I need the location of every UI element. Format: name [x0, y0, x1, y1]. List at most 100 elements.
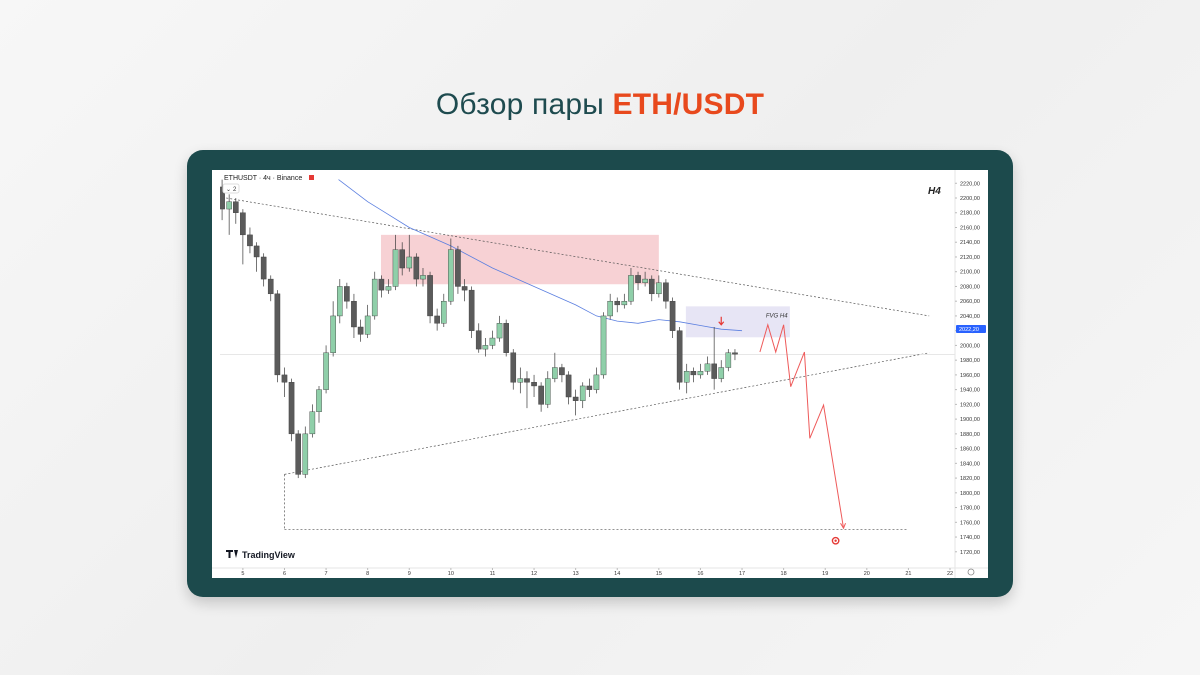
candle-body	[621, 300, 628, 306]
x-tick-label: 15	[656, 571, 662, 577]
candle-body	[220, 186, 225, 210]
y-tick-label: 1940,00	[960, 388, 980, 394]
x-tick-label: 9	[408, 571, 411, 577]
candle-body	[336, 286, 343, 317]
title-highlight: ETH/USDT	[612, 88, 765, 121]
indicator-caret: ⌄	[226, 187, 231, 193]
candle-body	[565, 374, 572, 398]
y-tick-label: 1720,00	[960, 550, 980, 556]
candle-body	[247, 234, 253, 247]
candle-body	[440, 300, 447, 324]
candle-body	[697, 371, 704, 376]
candle-body	[399, 249, 405, 269]
x-tick-label: 11	[490, 571, 496, 577]
x-tick-label: 7	[325, 571, 328, 577]
candle-body	[503, 323, 509, 353]
x-tick-label: 18	[781, 571, 787, 577]
candle-body	[648, 278, 655, 295]
y-tick-label: 1980,00	[960, 358, 980, 364]
candle-body	[302, 433, 309, 475]
candle-body	[517, 378, 524, 383]
candle-body	[559, 367, 565, 376]
candle-body	[295, 433, 302, 475]
chart: FVG H4 ETHUSDT · 4ч · Binance ⌄ 2 H4 Tra…	[212, 170, 988, 578]
candle-body	[240, 212, 246, 236]
projection-path	[759, 322, 845, 529]
signal-arrow	[718, 316, 725, 326]
candle-body	[524, 378, 530, 383]
trendline	[284, 352, 930, 475]
price-tag	[956, 325, 986, 334]
y-tick-label: 2080,00	[960, 284, 980, 290]
candle-body	[572, 396, 579, 401]
candle-body	[413, 256, 420, 280]
x-tick-label: 13	[573, 571, 579, 577]
candle-body	[683, 371, 690, 383]
candle-body	[434, 315, 440, 324]
y-tick-label: 2100,00	[960, 270, 980, 276]
candle-body	[614, 300, 621, 306]
zone-label: FVG H4	[766, 313, 788, 319]
y-tick-label: 2160,00	[960, 225, 980, 231]
y-tick-label: 1800,00	[960, 491, 980, 497]
candle-body	[579, 385, 586, 401]
y-tick-label: 1760,00	[960, 520, 980, 526]
candle-body	[385, 286, 392, 291]
candle-body	[226, 201, 232, 210]
candle-body	[330, 315, 336, 353]
price-tag-label: 2022,20	[959, 327, 979, 333]
candle-body	[260, 256, 267, 280]
candle-body	[351, 300, 357, 328]
candle-body	[489, 337, 496, 346]
tv-logo	[226, 550, 238, 558]
x-tick-label: 22	[947, 571, 953, 577]
target-dot	[834, 539, 837, 542]
x-tick-label: 14	[614, 571, 620, 577]
candle-body	[357, 326, 364, 335]
candle-body	[253, 245, 260, 258]
x-tick-label: 16	[697, 571, 703, 577]
x-tick-label: 21	[905, 571, 911, 577]
y-tick-label: 2200,00	[960, 196, 980, 202]
y-tick-label: 1740,00	[960, 535, 980, 541]
candle-body	[586, 385, 593, 390]
x-tick-label: 5	[241, 571, 244, 577]
candle-body	[635, 275, 641, 283]
page-title: Обзор пары ETH/USDT	[0, 88, 1200, 122]
x-tick-label: 12	[531, 571, 537, 577]
candle-body	[676, 330, 683, 383]
projection-arrowhead	[840, 522, 846, 530]
candle-body	[600, 315, 607, 376]
zone	[685, 306, 790, 338]
y-tick-label: 1960,00	[960, 373, 980, 379]
watermark: TradingView	[242, 550, 296, 560]
symbol-title: ETHUSDT · 4ч · Binance	[224, 175, 302, 182]
candle-body	[281, 374, 288, 383]
candle-body	[718, 367, 725, 379]
settings-button[interactable]	[967, 568, 975, 576]
y-tick-label: 1780,00	[960, 506, 980, 512]
y-tick-label: 2000,00	[960, 343, 980, 349]
candle-body	[725, 352, 732, 368]
candle-body	[663, 282, 669, 302]
trendline	[226, 197, 930, 317]
candle-body	[420, 275, 426, 280]
candle-body	[378, 278, 385, 291]
candle-body	[448, 249, 454, 302]
candle-body	[496, 323, 503, 339]
candle-body	[461, 286, 468, 291]
indicator-toggle[interactable]	[222, 183, 240, 194]
candle-body	[510, 352, 517, 383]
candle-body	[531, 382, 537, 387]
candle-body	[392, 249, 399, 287]
y-tick-label: 1880,00	[960, 432, 980, 438]
candle-body	[732, 352, 738, 355]
candle-body	[642, 278, 648, 283]
y-tick-label: 2060,00	[960, 299, 980, 305]
x-tick-label: 19	[822, 571, 828, 577]
candle-body	[427, 275, 433, 317]
y-tick-label: 2140,00	[960, 240, 980, 246]
moving-average	[338, 179, 743, 332]
candle-body	[544, 378, 551, 405]
